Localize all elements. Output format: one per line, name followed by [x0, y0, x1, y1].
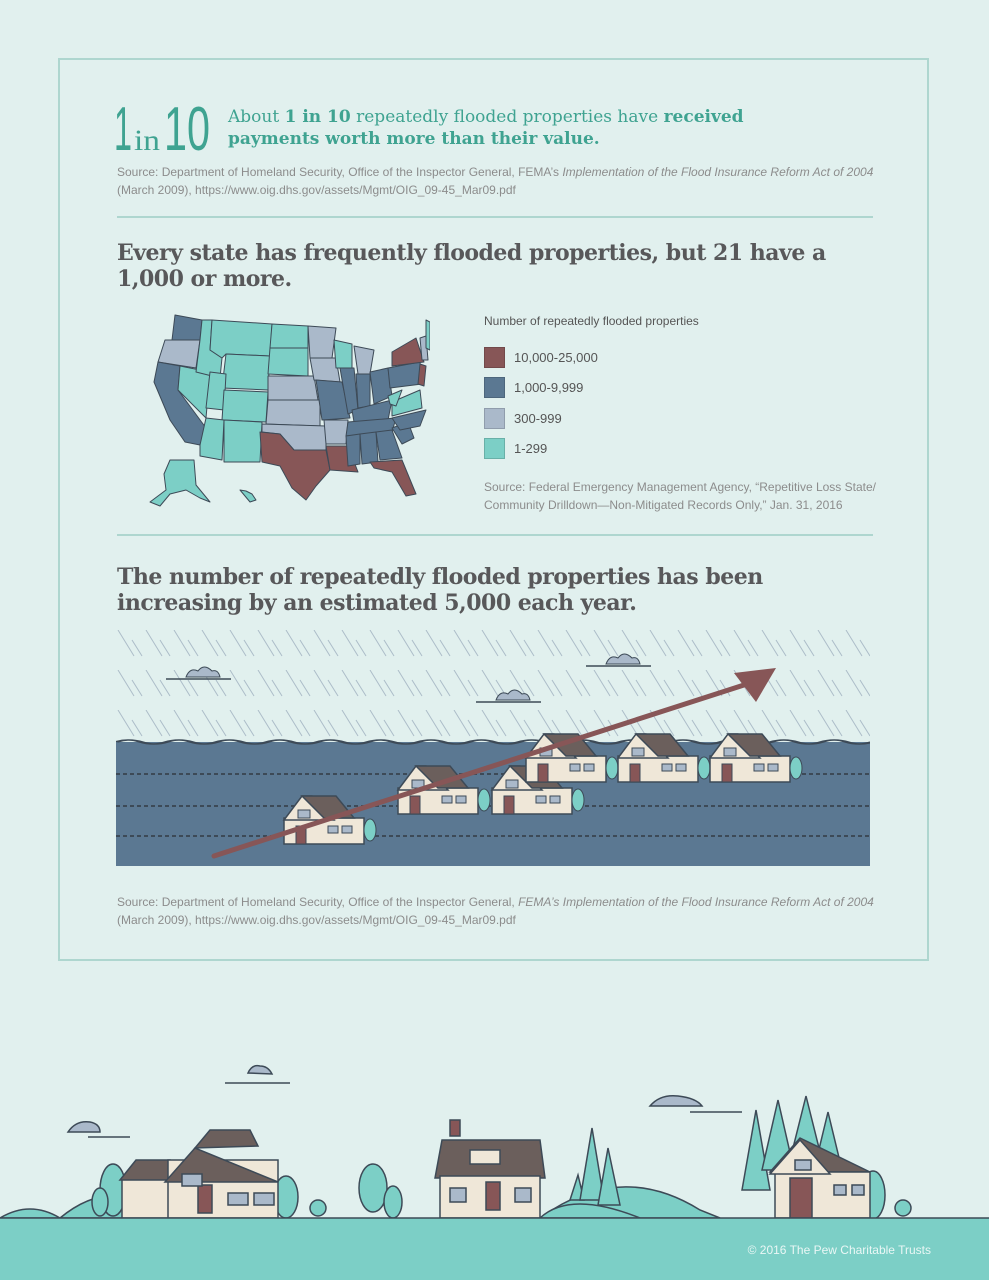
house-icon — [118, 1129, 279, 1219]
state-mi — [353, 345, 375, 375]
copyright: © 2016 The Pew Charitable Trusts — [747, 1243, 931, 1257]
legend-label: 1,000-9,999 — [514, 380, 584, 395]
tree-icon — [309, 1199, 327, 1217]
trend-arrow-head — [734, 668, 776, 702]
state-mo — [315, 379, 351, 421]
legend-swatch — [484, 408, 505, 429]
trend-source: Source: Department of Homeland Security,… — [117, 893, 877, 929]
section-divider — [117, 534, 873, 536]
us-map — [149, 314, 430, 507]
legend-label: 10,000-25,000 — [514, 350, 598, 365]
legend-item-1000-9999: 1,000-9,999 — [484, 377, 583, 398]
state-hi — [239, 489, 257, 503]
map-headline: Every state has frequently flooded prope… — [117, 240, 826, 292]
svg-text:in: in — [134, 124, 160, 154]
pine-tree-icon — [597, 1147, 621, 1206]
source-url: (March 2009), https://www.oig.dhs.gov/as… — [117, 913, 516, 927]
trend-arrow — [211, 682, 747, 859]
state-wa — [171, 314, 203, 341]
neighborhood-illustration — [0, 1064, 989, 1280]
stat-text-middle: repeatedly flooded properties have — [350, 107, 664, 127]
state-az — [199, 417, 225, 461]
map-source: Source: Federal Emergency Management Age… — [484, 478, 884, 514]
source-title: FEMA’s Implementation of the Flood Insur… — [518, 895, 874, 909]
stat-text-prefix: About — [228, 107, 285, 127]
tree-icon — [91, 1187, 109, 1217]
state-wv — [387, 389, 403, 407]
stat-statement: About 1 in 10 repeatedly flooded propert… — [228, 106, 828, 150]
legend-swatch — [484, 438, 505, 459]
ground — [0, 1218, 989, 1280]
cloud-icon — [246, 1064, 274, 1075]
flood-illustration — [116, 630, 870, 866]
state-mn — [307, 325, 337, 359]
source-text: Source: Federal Emergency Management Age… — [484, 480, 876, 494]
state-in — [355, 373, 371, 409]
tree-icon — [894, 1199, 912, 1217]
state-va — [391, 389, 423, 417]
flooded-house-icon — [709, 733, 803, 783]
state-ak — [149, 459, 211, 507]
source-text: Source: Department of Homeland Security,… — [117, 165, 563, 179]
state-ms — [345, 433, 361, 467]
state-fl — [369, 459, 417, 497]
state-tx — [259, 431, 331, 501]
legend-swatch — [484, 377, 505, 398]
stat-text-bold-2: received payments worth more than their … — [228, 107, 744, 149]
cloud-icon — [66, 1120, 101, 1133]
legend-item-300-999: 300-999 — [484, 408, 562, 429]
svg-text:10: 10 — [164, 95, 210, 154]
legend-title: Number of repeatedly flooded properties — [484, 314, 699, 328]
state-ga — [375, 429, 403, 461]
state-mt — [209, 319, 273, 359]
state-ny — [391, 337, 425, 367]
legend-label: 1-299 — [514, 441, 548, 456]
legend-item-1-299: 1-299 — [484, 438, 547, 459]
state-nj — [417, 363, 427, 387]
trend-headline: The number of repeatedly flooded propert… — [117, 564, 763, 616]
state-co — [221, 389, 269, 423]
state-nm — [223, 419, 263, 463]
state-al — [359, 431, 379, 465]
state-nc — [391, 409, 427, 431]
content-frame — [58, 58, 929, 961]
state-me — [425, 319, 430, 351]
cloud-icon — [648, 1094, 704, 1107]
source-title: Implementation of the Flood Insurance Re… — [562, 165, 874, 179]
stat-text-bold-1: 1 in 10 — [284, 107, 351, 127]
source-text: Community Drilldown—Non-Mitigated Record… — [484, 498, 843, 512]
tree-icon — [358, 1163, 388, 1213]
state-wy — [221, 353, 271, 391]
state-nd — [269, 323, 309, 349]
source-url: (March 2009), https://www.oig.dhs.gov/as… — [117, 183, 516, 197]
state-ks — [265, 399, 321, 427]
house-icon — [434, 1119, 546, 1219]
legend-item-10000-25000: 10,000-25,000 — [484, 347, 598, 368]
svg-text:1: 1 — [114, 95, 132, 154]
pine-tree-icon — [741, 1109, 771, 1191]
tree-icon — [383, 1185, 403, 1219]
state-ar — [323, 419, 349, 445]
source-text: Source: Department of Homeland Security,… — [117, 895, 519, 909]
legend-label: 300-999 — [514, 411, 562, 426]
state-ne — [267, 375, 319, 401]
legend-swatch — [484, 347, 505, 368]
stat-source: Source: Department of Homeland Security,… — [117, 163, 877, 199]
pine-tree-icon — [579, 1127, 605, 1201]
section-divider — [117, 216, 873, 218]
state-sd — [267, 347, 309, 377]
one-in-ten-graphic: 1 in 10 — [114, 95, 210, 154]
state-wi — [333, 339, 353, 369]
